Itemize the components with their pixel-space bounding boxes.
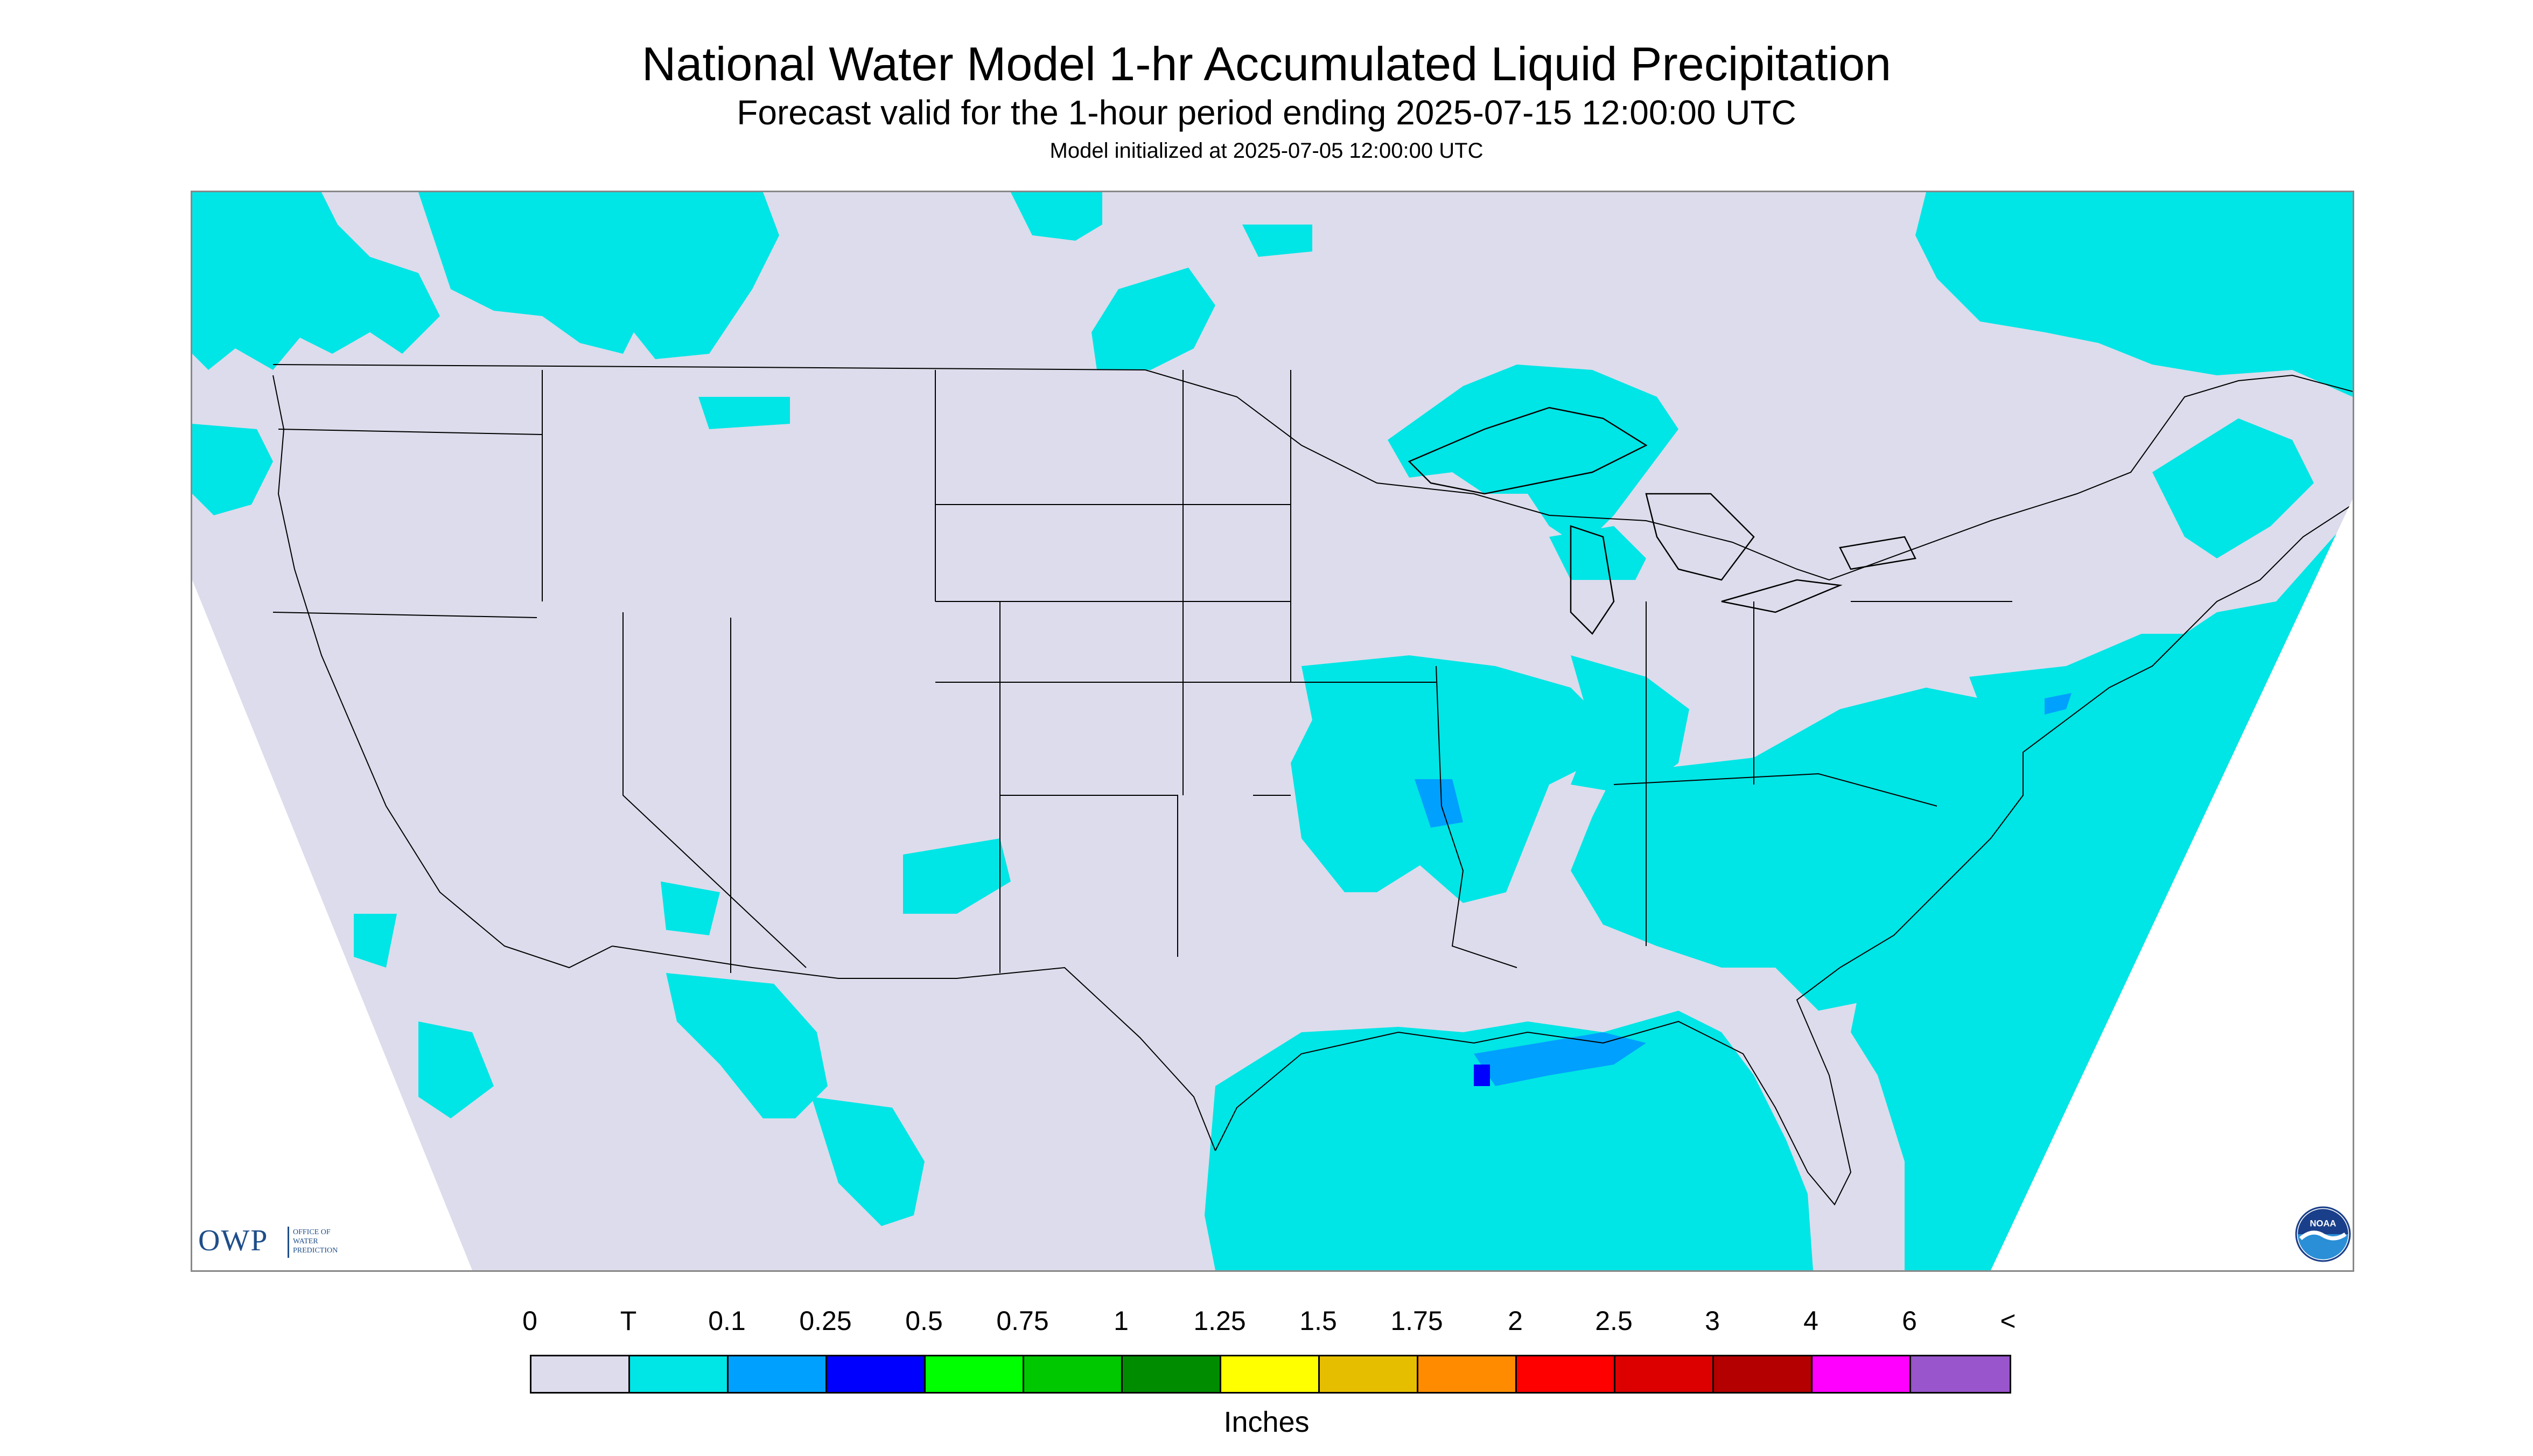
legend-tick-label: 0.25	[799, 1306, 852, 1336]
legend-color-box	[827, 1356, 926, 1392]
owp-logo-separator	[288, 1227, 289, 1258]
precip-area-lake-superior	[1388, 365, 1678, 548]
legend-tick-label: 0.1	[708, 1306, 746, 1336]
map-subtitle: Forecast valid for the 1-hour period end…	[737, 93, 1796, 132]
legend-tick-label: 4	[1803, 1306, 1818, 1336]
precip-moderate-louisiana	[1474, 1065, 1490, 1086]
legend-color-box	[1320, 1356, 1418, 1392]
legend-tick-label: 6	[1902, 1306, 1917, 1336]
legend-tick-label: 0.75	[996, 1306, 1049, 1336]
legend-tick-label: <	[2000, 1306, 2016, 1336]
noaa-logo: NOAA	[2295, 1206, 2351, 1262]
light-precip-areas	[1415, 693, 2072, 1086]
precip-area-gulf	[1205, 1011, 1813, 1270]
legend-labels: 0 T 0.1 0.25 0.5 0.75 1 1.25 1.5 1.75 2 2.5 3 4 6 <	[0, 1305, 2533, 1338]
precip-area-montana-spot	[698, 397, 790, 429]
trace-precip-areas	[192, 192, 2353, 1270]
precip-area-new-mexico	[903, 838, 1011, 914]
model-init-line: Model initialized at 2025-07-05 12:00:00…	[1049, 139, 1484, 163]
precip-area-new-england	[2152, 418, 2314, 558]
lake-ontario	[1839, 536, 1916, 570]
state-lines	[272, 370, 2012, 973]
precip-area-wisconsin	[1549, 526, 1646, 580]
legend-color-box	[1813, 1356, 1911, 1392]
legend-color-box	[1615, 1356, 1714, 1392]
legend-color-box	[1911, 1356, 2010, 1392]
precip-area-saskatchewan	[1011, 192, 1102, 241]
legend-color-box	[926, 1356, 1024, 1392]
lake-michigan	[1570, 525, 1615, 635]
great-lakes	[1408, 407, 1916, 635]
precip-light-gulf	[1474, 1032, 1646, 1086]
precip-area-baja	[418, 1021, 494, 1118]
legend-tick-label: 1.25	[1193, 1306, 1246, 1336]
legend-tick-label: 2	[1508, 1306, 1523, 1336]
moderate-precip-areas	[1474, 1065, 1490, 1086]
precip-area-pacific-sw	[354, 914, 397, 968]
lake-erie	[1721, 579, 1843, 613]
owp-subtext-line: OFFICE OF	[293, 1228, 331, 1236]
legend-tick-label: 1.75	[1390, 1306, 1443, 1336]
legend-color-box	[1024, 1356, 1123, 1392]
legend-tick-label: 0	[522, 1306, 537, 1336]
legend-color-box	[1517, 1356, 1615, 1392]
legend-color-box	[1418, 1356, 1517, 1392]
legend-color-box	[1221, 1356, 1320, 1392]
precip-area-mexico-central	[811, 1097, 925, 1226]
legend-color-box	[729, 1356, 827, 1392]
owp-subtext-line: PREDICTION	[293, 1247, 338, 1255]
legend-tick-label: 3	[1705, 1306, 1720, 1336]
precip-light-atlantic	[2045, 693, 2072, 715]
precip-area-quebec	[1915, 192, 2353, 397]
precip-area-alberta	[483, 192, 779, 359]
us-west-coast	[272, 375, 613, 969]
legend-tick-label: T	[620, 1306, 637, 1336]
precip-area-manitoba	[1091, 268, 1215, 370]
precip-area-washington	[192, 424, 273, 515]
precip-area-arizona	[661, 881, 720, 935]
precip-light-arkansas	[1415, 779, 1463, 828]
legend-tick-label: 2.5	[1595, 1306, 1633, 1336]
precip-area-ohio-valley	[1571, 655, 1689, 795]
lake-huron	[1645, 493, 1755, 581]
lake-superior	[1408, 407, 1648, 495]
legend-color-box	[531, 1356, 630, 1392]
owp-logo-letters: OWP	[198, 1224, 269, 1257]
owp-subtext-line: WATER	[293, 1237, 318, 1245]
us-gulf-coast	[1215, 504, 2353, 1206]
political-boundaries	[272, 364, 2353, 1206]
legend-color-box	[1714, 1356, 1813, 1392]
legend-color-box	[1123, 1356, 1221, 1392]
owp-logo: OWP OFFICE OF WATER PREDICTION	[198, 1223, 381, 1261]
mexico-border	[612, 946, 1216, 1151]
map-title: National Water Model 1-hr Accumulated Li…	[641, 37, 1892, 90]
legend-tick-label: 0.5	[905, 1306, 943, 1336]
owp-logo-subtext: OFFICE OF WATER PREDICTION	[293, 1228, 338, 1255]
precipitation-map	[191, 191, 2354, 1272]
canada-border	[272, 364, 2353, 581]
noaa-logo-text: NOAA	[2310, 1218, 2336, 1228]
precip-area-pacific-nw	[192, 192, 440, 370]
legend-units: Inches	[1223, 1406, 1310, 1438]
legend-colorbar	[530, 1355, 2011, 1394]
legend-color-box	[630, 1356, 729, 1392]
legend-tick-label: 1	[1114, 1306, 1129, 1336]
precip-area-ontario-w	[1242, 225, 1312, 257]
legend-tick-label: 1.5	[1299, 1306, 1337, 1336]
precip-area-sierra-madre	[666, 973, 828, 1118]
